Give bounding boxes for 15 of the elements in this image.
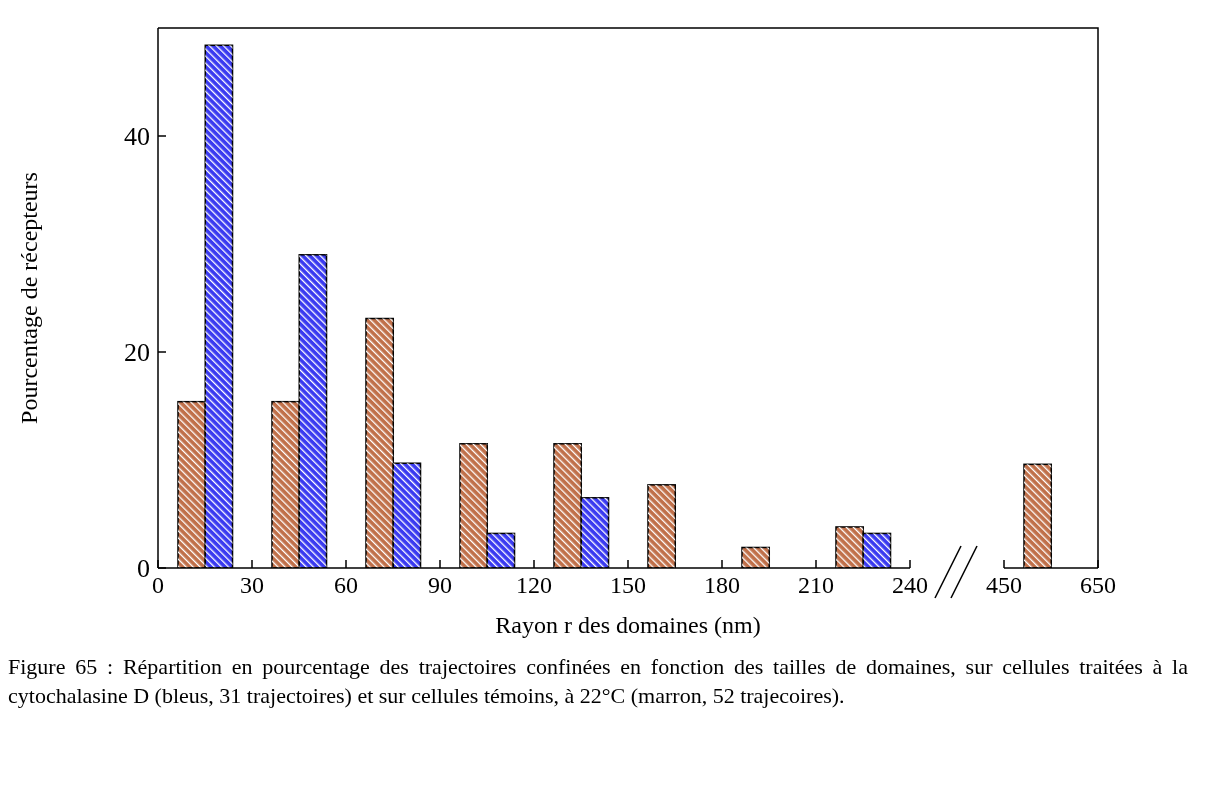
- x-tick-label: 60: [334, 572, 358, 599]
- x-axis-title: Rayon r des domaines (nm): [494, 612, 762, 639]
- caption: Figure 65 : Répartition en pourcentage des trajectoires confinées en fonction des tailles de domaines, sur cellules traitées à la cytochalasine D (bleus, 31 trajectoires) et sur cellules témoins, à 22°C (marron, 52 trajecoires).: [8, 653, 1188, 710]
- x-tick-label: 180: [704, 572, 740, 599]
- x-tick-label: 450: [986, 572, 1022, 599]
- x-tick-label: 90: [428, 572, 452, 599]
- x-tick-label: 240: [892, 572, 928, 599]
- y-tick-label: 40: [124, 122, 150, 152]
- x-tick-label: 650: [1080, 572, 1116, 599]
- x-tick-label: 30: [240, 572, 264, 599]
- x-tick-label: 150: [610, 572, 646, 599]
- y-tick-label: 20: [124, 338, 150, 368]
- x-tick-label: 120: [516, 572, 552, 599]
- y-axis-title: Pourcentage de récepteurs: [15, 172, 42, 424]
- x-tick-label: 210: [798, 572, 834, 599]
